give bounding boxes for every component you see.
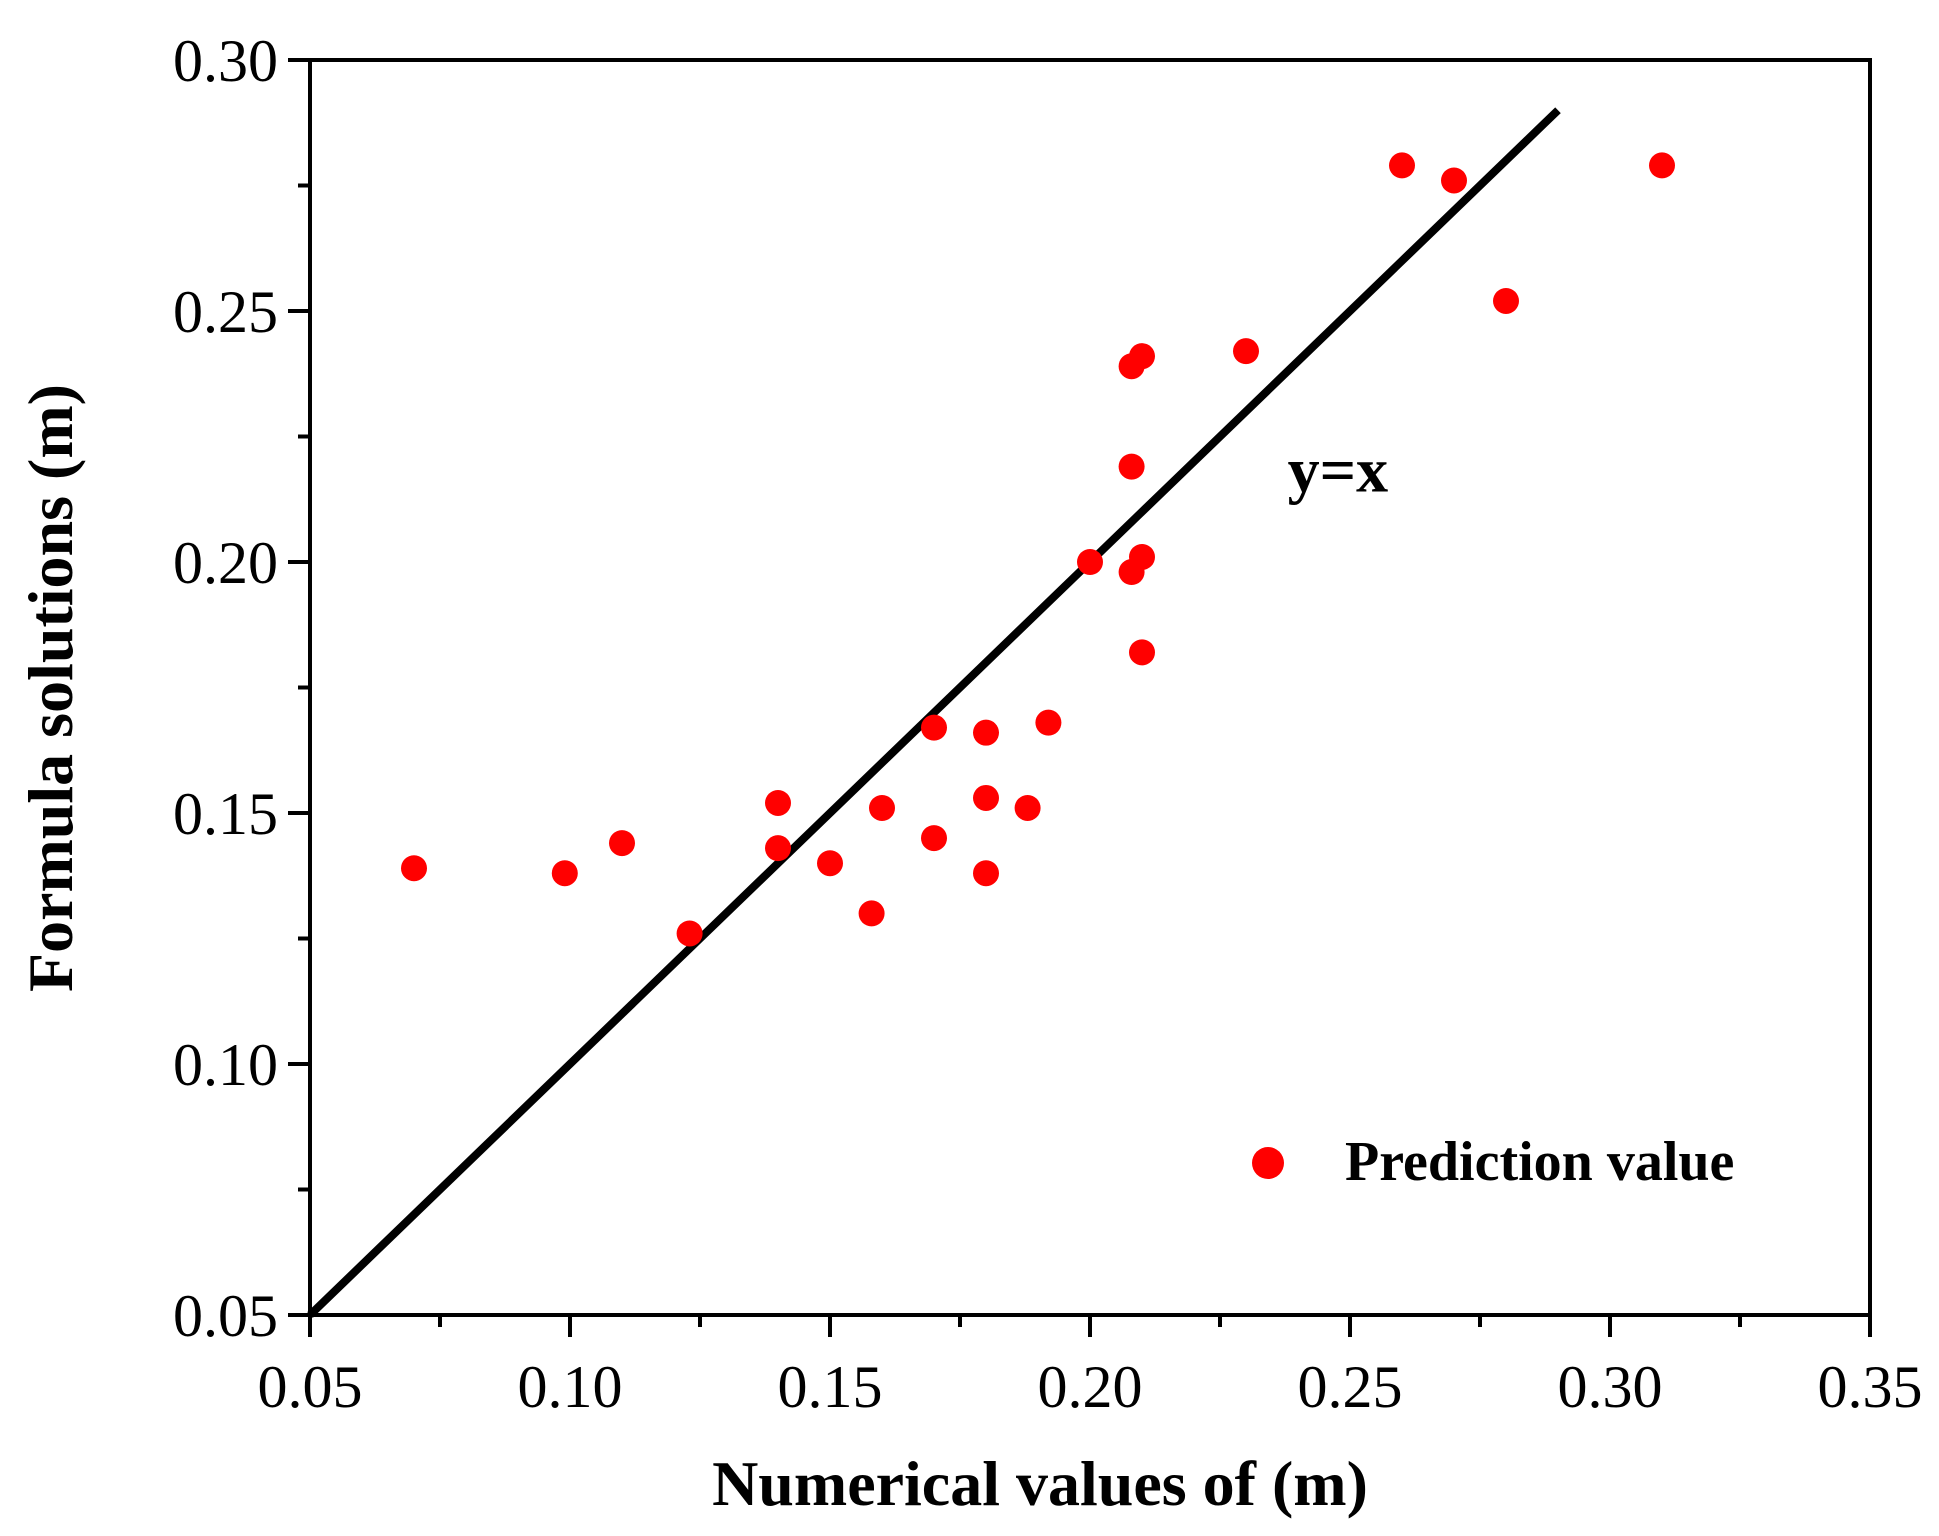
data-point	[676, 920, 703, 947]
legend: Prediction value	[1252, 1131, 1734, 1193]
data-point	[1129, 639, 1155, 666]
x-axis-ticks: 0.05 0.10 0.15 0.20 0.25 0.30 0.35	[258, 1315, 1923, 1420]
data-point	[973, 784, 999, 811]
data-point	[1649, 152, 1675, 179]
data-point	[1118, 453, 1145, 480]
data-point	[858, 900, 885, 927]
data-point	[551, 860, 578, 887]
y-axis-title: Formula solutions (m)	[15, 384, 86, 992]
data-point	[921, 714, 947, 741]
data-point	[817, 850, 843, 877]
data-point	[1129, 543, 1155, 570]
x-tick-label: 0.35	[1818, 1354, 1923, 1420]
data-point	[921, 825, 947, 852]
x-tick-label: 0.10	[518, 1354, 623, 1420]
data-point	[1035, 709, 1062, 736]
data-point	[1493, 287, 1519, 314]
x-tick-label: 0.25	[1298, 1354, 1403, 1420]
data-point	[1129, 343, 1155, 370]
y-tick-label: 0.20	[173, 530, 278, 596]
x-tick-label: 0.15	[778, 1354, 883, 1420]
x-tick-label: 0.30	[1558, 1354, 1663, 1420]
y-tick-label: 0.25	[173, 279, 278, 345]
x-tick-label: 0.05	[258, 1354, 363, 1420]
data-point	[765, 789, 791, 816]
reference-line-y-equals-x	[307, 107, 1561, 1318]
data-point	[401, 855, 427, 882]
plot-area	[308, 58, 1872, 1317]
data-point	[973, 719, 999, 746]
y-tick-label: 0.05	[173, 1283, 278, 1349]
legend-marker	[1252, 1147, 1284, 1179]
data-point	[1389, 152, 1415, 179]
x-axis-title: Numerical values of (m)	[712, 1448, 1368, 1519]
y-tick-label: 0.15	[173, 781, 278, 847]
data-point	[609, 830, 635, 857]
data-point	[1014, 794, 1041, 821]
y-tick-label: 0.30	[173, 28, 278, 94]
data-point	[765, 835, 791, 862]
data-points	[401, 152, 1675, 947]
data-point	[973, 860, 999, 887]
legend-label: Prediction value	[1345, 1131, 1734, 1193]
data-point	[869, 794, 895, 821]
data-point	[1441, 167, 1467, 194]
y-tick-label: 0.10	[173, 1032, 278, 1098]
data-point	[1233, 338, 1259, 365]
reference-line-label: y=x	[1288, 435, 1388, 506]
x-tick-label: 0.20	[1038, 1354, 1143, 1420]
data-point	[1077, 549, 1103, 575]
y-axis-ticks: 0.05 0.10 0.15 0.20 0.25 0.30	[173, 28, 310, 1349]
